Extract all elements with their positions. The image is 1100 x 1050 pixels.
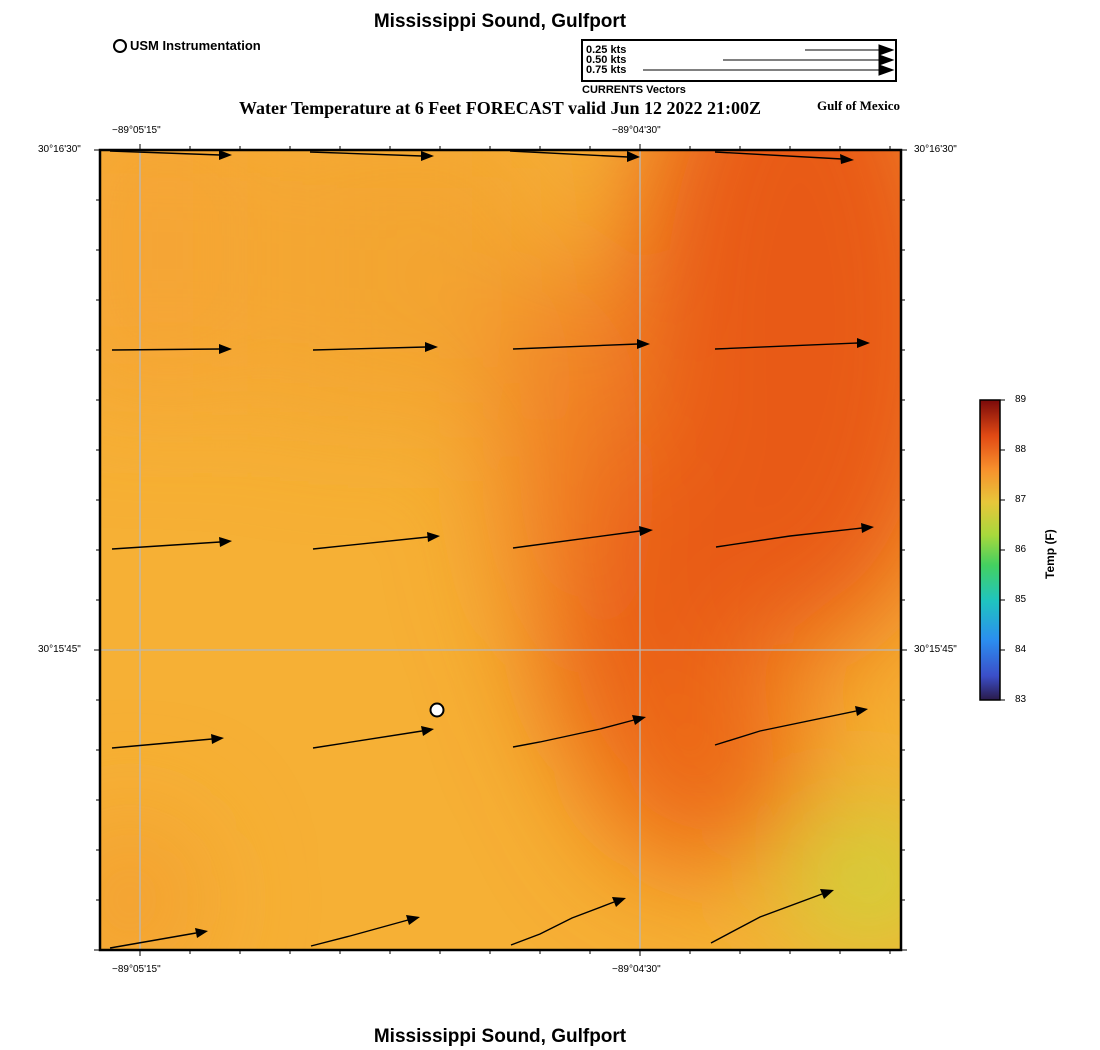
frame-ticks bbox=[94, 144, 907, 956]
vector-legend-row: 0.50 kts bbox=[586, 54, 627, 66]
lat-label-right-1: 30°16'30" bbox=[914, 144, 957, 155]
temperature-map[interactable] bbox=[0, 0, 1000, 1000]
usm-station-marker[interactable] bbox=[429, 702, 445, 718]
legend-arrowhead bbox=[878, 64, 895, 76]
lon-label-bottom-1: −89°05'15" bbox=[112, 964, 161, 975]
marker-legend: USM Instrumentation bbox=[113, 38, 261, 53]
legend-arrowhead bbox=[878, 54, 895, 66]
vector-arrowheads bbox=[195, 150, 874, 938]
product-title: Water Temperature at 6 Feet FORECAST val… bbox=[239, 98, 761, 118]
colorbar-tick: 84 bbox=[1015, 644, 1027, 655]
lon-label-top-1: −89°05'15" bbox=[112, 125, 161, 136]
instrument-circle-icon bbox=[113, 38, 127, 53]
lon-label-bottom-2: −89°04'30" bbox=[612, 964, 661, 975]
vector-legend-row: 0.25 kts bbox=[586, 44, 627, 56]
colorbar-tick: 89 bbox=[1015, 394, 1027, 405]
colorbar-tick: 86 bbox=[1015, 544, 1027, 555]
current-vectors bbox=[109, 150, 863, 949]
lat-label-left-1: 30°16'30" bbox=[38, 144, 81, 155]
vector-legend-arrows bbox=[643, 44, 895, 76]
colorbar bbox=[979, 399, 1005, 701]
colorbar-tick: 83 bbox=[1015, 694, 1027, 705]
region-label: Gulf of Mexico bbox=[816, 98, 900, 113]
temperature-field bbox=[100, 150, 901, 950]
colorbar-tick: 85 bbox=[1015, 594, 1027, 605]
lat-label-left-2: 30°15'45" bbox=[38, 644, 81, 655]
colorbar-tick: 88 bbox=[1015, 444, 1027, 455]
vector-legend-box: 0.25 kts 0.50 kts 0.75 kts bbox=[581, 39, 897, 82]
vector-legend-row: 0.75 kts bbox=[586, 64, 627, 76]
lat-label-right-2: 30°15'45" bbox=[914, 644, 957, 655]
footer-title: Mississippi Sound, Gulfport bbox=[373, 1026, 627, 1047]
lon-label-top-2: −89°04'30" bbox=[612, 125, 661, 136]
colorbar-tick: 87 bbox=[1015, 494, 1027, 505]
colorbar-title: Temp (F) bbox=[1043, 529, 1057, 579]
map-title: Mississippi Sound, Gulfport bbox=[373, 11, 627, 32]
colorbar-scale bbox=[979, 399, 1001, 701]
vector-legend-caption: CURRENTS Vectors bbox=[582, 84, 686, 96]
legend-arrowhead bbox=[878, 44, 895, 56]
marker-legend-label: USM Instrumentation bbox=[130, 38, 261, 53]
